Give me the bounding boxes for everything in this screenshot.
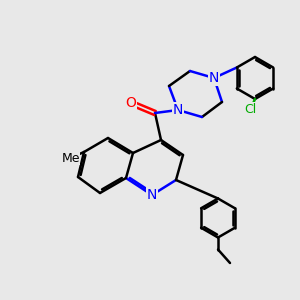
Text: Cl: Cl — [244, 103, 256, 116]
Text: N: N — [173, 103, 183, 117]
Text: Me: Me — [61, 152, 80, 164]
Text: O: O — [126, 96, 136, 110]
Text: N: N — [209, 71, 219, 85]
Text: N: N — [147, 188, 157, 202]
